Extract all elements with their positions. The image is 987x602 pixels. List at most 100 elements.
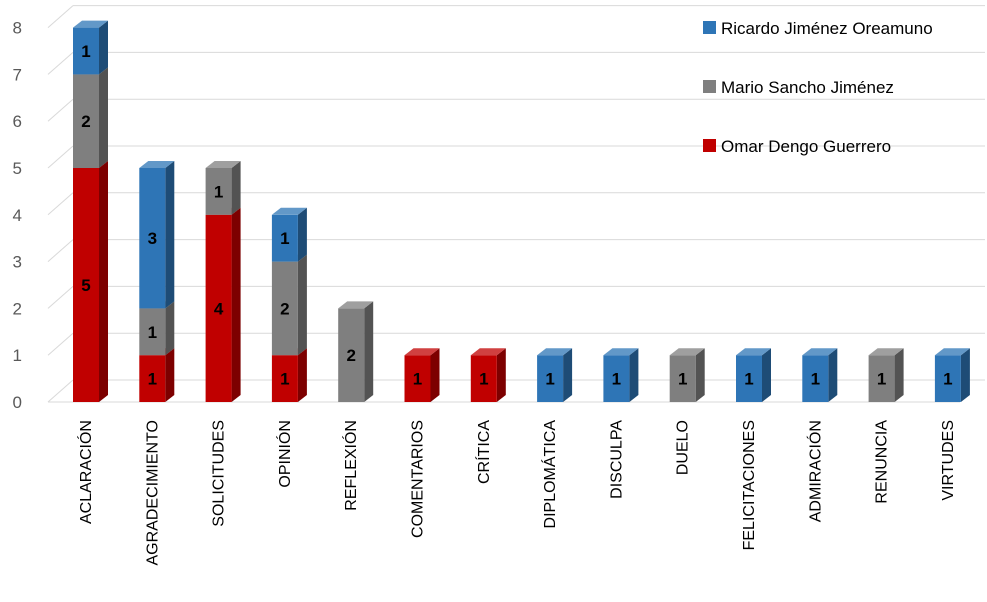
x-tick-label: ADMIRACIÓN xyxy=(805,420,824,522)
bar-top xyxy=(271,207,307,215)
bar-top xyxy=(603,348,639,356)
y-tick-label: 4 xyxy=(13,206,22,225)
bar-segment xyxy=(73,161,108,402)
data-label: 1 xyxy=(280,370,289,389)
bar-segment xyxy=(868,348,904,402)
bar-side xyxy=(960,348,970,402)
bar-front xyxy=(139,308,166,356)
gridline-diag xyxy=(47,98,74,122)
bar-front xyxy=(868,355,895,402)
bar-side xyxy=(563,348,573,402)
bar-side xyxy=(99,67,108,168)
bar-segment xyxy=(802,348,838,402)
legend: Ricardo Jiménez Oreamuno Mario Sancho Jim… xyxy=(703,19,933,156)
x-tick-label: SOLICITUDES xyxy=(211,420,228,527)
bar-segment xyxy=(139,161,175,309)
bar-side xyxy=(297,207,307,262)
x-tick-label: DIPLOMÁTICA xyxy=(540,420,559,529)
y-tick-label: 6 xyxy=(13,112,22,131)
bar-side xyxy=(828,348,838,402)
bar-front xyxy=(470,355,497,402)
y-tick-label: 0 xyxy=(13,393,22,412)
x-tick-label: ACLARACIÓN xyxy=(76,420,95,524)
x-tick-label: REFLEXIÓN xyxy=(341,420,360,511)
legend-swatch xyxy=(703,80,716,93)
bar-front xyxy=(669,355,696,402)
bar-segment xyxy=(338,301,374,402)
bar-segment xyxy=(934,348,970,402)
y-tick-label: 1 xyxy=(13,346,22,365)
bar-segment xyxy=(736,348,771,402)
bar-top xyxy=(669,348,705,356)
data-label: 3 xyxy=(148,229,157,248)
y-tick-label: 7 xyxy=(13,65,22,84)
data-label: 1 xyxy=(744,370,753,389)
x-tick-label: FELICITACIONES xyxy=(741,420,758,550)
x-tick-label: OPINIÓN xyxy=(275,420,294,488)
x-tick-label: DISCULPA xyxy=(608,420,625,499)
bar-top xyxy=(934,348,970,356)
data-label: 1 xyxy=(545,370,554,389)
gridline-diag xyxy=(47,239,74,262)
bar-top xyxy=(537,348,573,356)
bar-top xyxy=(470,348,506,356)
bar-front xyxy=(736,355,762,402)
data-label: 1 xyxy=(280,229,289,248)
bar-side xyxy=(364,301,374,402)
bar-front xyxy=(271,261,298,356)
bar-top xyxy=(139,161,175,168)
gridline-diag xyxy=(47,145,74,169)
x-tick-label: DUELO xyxy=(675,420,692,475)
bar-segment xyxy=(139,301,175,356)
bar-segment xyxy=(271,207,307,262)
bar-top xyxy=(205,161,241,168)
x-tick-label: CRÍTICA xyxy=(474,420,493,484)
bar-front xyxy=(404,355,431,402)
bar-side xyxy=(695,348,705,402)
bar-side xyxy=(762,348,771,402)
bar-top xyxy=(73,20,108,28)
bar-segment xyxy=(470,348,506,402)
bar-segment xyxy=(537,348,573,402)
data-label: 1 xyxy=(811,370,820,389)
gridline-diag xyxy=(47,379,74,403)
data-label: 2 xyxy=(81,112,90,131)
data-label: 1 xyxy=(678,370,687,389)
bar-front xyxy=(73,27,99,75)
bar-front xyxy=(139,168,166,309)
y-axis: 0 1 2 3 4 5 6 7 8 xyxy=(13,19,22,412)
bar-front xyxy=(934,355,961,402)
y-tick-label: 5 xyxy=(13,159,22,178)
bar-front xyxy=(338,308,365,402)
bar-side xyxy=(99,161,108,402)
y-tick-label: 2 xyxy=(13,299,22,318)
bar-front xyxy=(802,355,829,402)
gridline-diag xyxy=(47,5,74,28)
bar-side xyxy=(231,207,241,402)
bar-front xyxy=(73,74,99,168)
legend-label: Mario Sancho Jiménez xyxy=(721,78,894,97)
grid-layer xyxy=(47,5,985,403)
bar-side xyxy=(496,348,506,402)
y-tick-label: 3 xyxy=(13,253,22,272)
data-label: 4 xyxy=(214,299,224,318)
gridline-diag xyxy=(47,192,74,216)
data-label: 1 xyxy=(148,323,157,342)
bar-segment xyxy=(205,161,241,215)
bar-top xyxy=(338,301,374,309)
bar-front xyxy=(139,355,166,402)
data-label: 1 xyxy=(413,370,422,389)
bar-side xyxy=(894,348,904,402)
data-label: 1 xyxy=(612,370,621,389)
x-tick-label: VIRTUDES xyxy=(940,420,957,501)
bar-side xyxy=(297,348,307,402)
x-tick-label: COMENTARIOS xyxy=(410,420,427,538)
data-label: 5 xyxy=(81,276,90,295)
legend-label: Ricardo Jiménez Oreamuno xyxy=(721,19,933,38)
bar-side xyxy=(165,348,175,402)
x-axis: ACLARACIÓN AGRADECIMIENTO SOLICITUDES OPINI… xyxy=(76,420,957,566)
data-label: 2 xyxy=(280,299,289,318)
legend-swatch xyxy=(703,21,716,34)
